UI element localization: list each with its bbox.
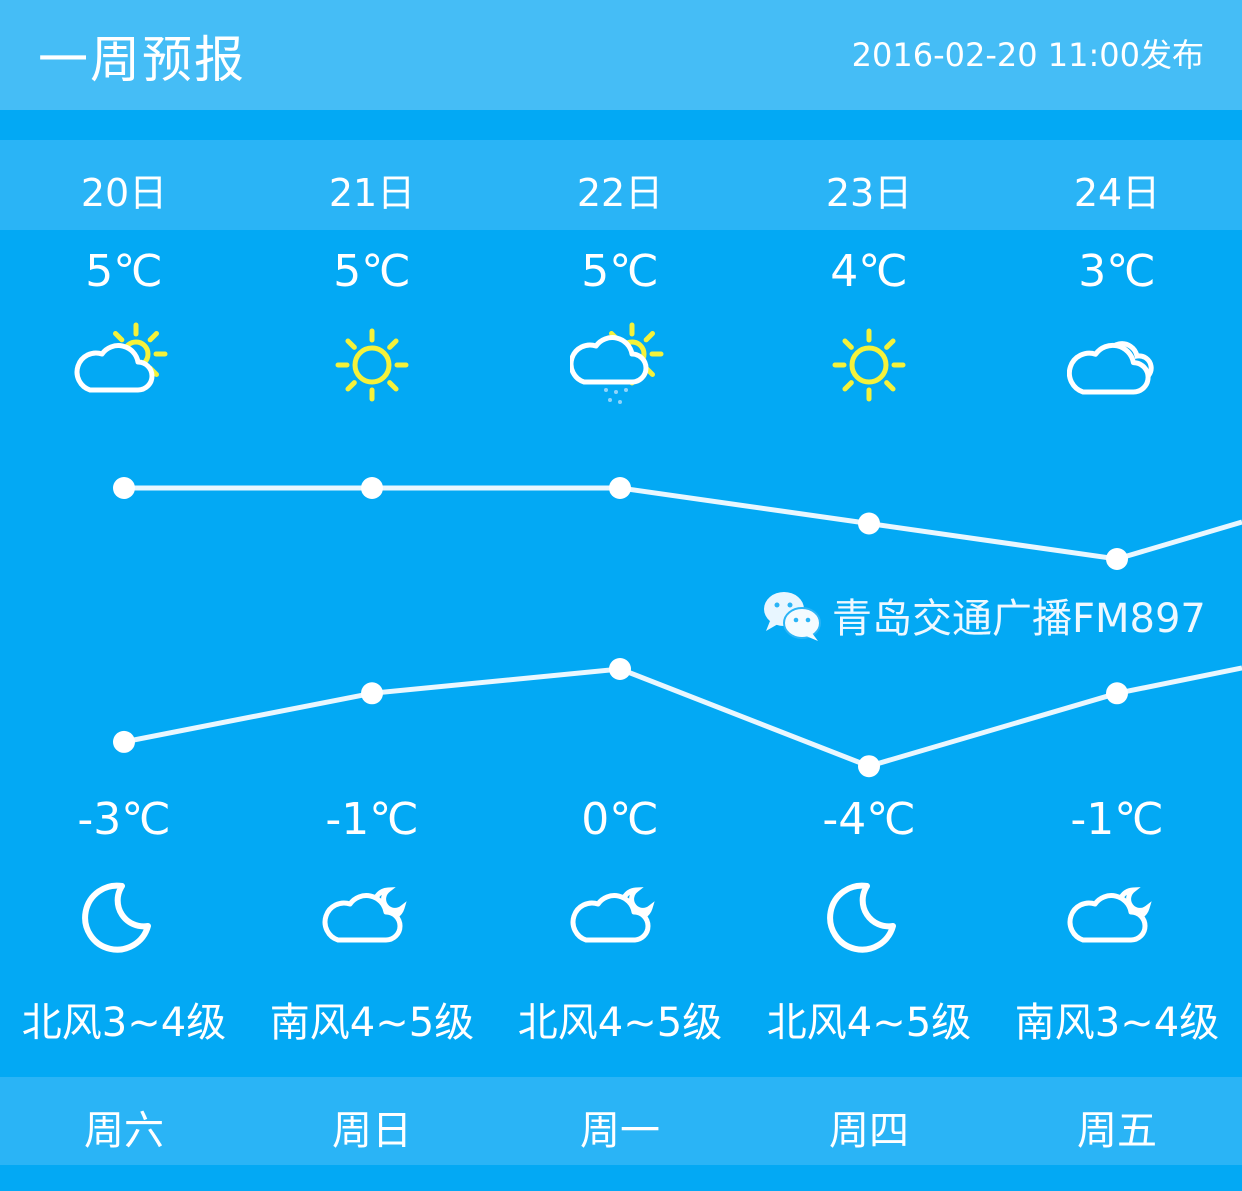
partly-cloudy-moon-icon (1067, 887, 1152, 943)
high-temp: 5℃ (85, 246, 163, 297)
low-temp: -4℃ (822, 794, 916, 845)
high-temp-line-point (361, 477, 383, 499)
low-temp: 0℃ (581, 794, 659, 845)
low-temp: -1℃ (1070, 794, 1164, 845)
date-label: 20日 (80, 171, 168, 215)
wind-label: 南风4~5级 (269, 1000, 475, 1046)
cloudy-icon (1067, 341, 1154, 395)
partly-cloudy-moon-icon (570, 887, 655, 943)
wind-label: 北风3~4级 (21, 1000, 227, 1046)
wind-label: 北风4~5级 (517, 1000, 723, 1046)
weekday-label: 周日 (332, 1108, 412, 1154)
sun-icon (335, 328, 409, 402)
watermark: 青岛交通广播FM897 (760, 586, 1206, 644)
header: 一周预报 2016-02-20 11:00发布 (0, 0, 1242, 110)
high-temp: 5℃ (333, 246, 411, 297)
wechat-icon (764, 592, 821, 641)
high-temp: 5℃ (581, 246, 659, 297)
sun-icon (832, 328, 906, 402)
low-temp-line-point (858, 755, 880, 778)
high-temp: 4℃ (830, 246, 908, 297)
high-temp-line-point (609, 477, 631, 499)
wind-label: 南风3~4级 (1014, 1000, 1220, 1046)
weekday-label: 周一 (580, 1108, 660, 1154)
page-title: 一周预报 (38, 31, 246, 89)
low-temp-line (123, 665, 1242, 769)
low-temp-line-point (1106, 682, 1128, 705)
low-temp-line-point (113, 730, 135, 753)
date-row (0, 140, 1242, 230)
high-temp-line-point (858, 512, 880, 535)
partly-cloudy-sun-icon (74, 322, 168, 393)
moon-icon (82, 882, 151, 953)
date-label: 21日 (328, 171, 416, 215)
high-temp-line-point (1106, 548, 1128, 570)
partly-cloudy-moon-icon (322, 887, 407, 943)
rain-cloud-sun-icon (570, 322, 664, 404)
weekday-label: 周五 (1077, 1108, 1157, 1154)
weekday-label: 周六 (84, 1108, 164, 1154)
moon-icon (827, 882, 896, 953)
high-temp-line (124, 485, 1242, 562)
high-temp-line-point (113, 477, 135, 499)
published-time: 2016-02-20 11:00发布 (851, 36, 1204, 74)
low-temp: -3℃ (77, 794, 171, 845)
watermark-text: 青岛交通广播FM897 (832, 596, 1206, 642)
wind-label: 北风4~5级 (766, 1000, 972, 1046)
low-temp-line-point (361, 682, 383, 705)
date-label: 24日 (1073, 171, 1161, 215)
weekday-label: 周四 (829, 1108, 909, 1154)
weekday-row (0, 1077, 1242, 1165)
date-label: 23日 (825, 171, 913, 215)
date-label: 22日 (576, 171, 664, 215)
low-temp: -1℃ (325, 794, 419, 845)
low-temp-line-point (609, 658, 631, 680)
high-temp: 3℃ (1078, 246, 1156, 297)
